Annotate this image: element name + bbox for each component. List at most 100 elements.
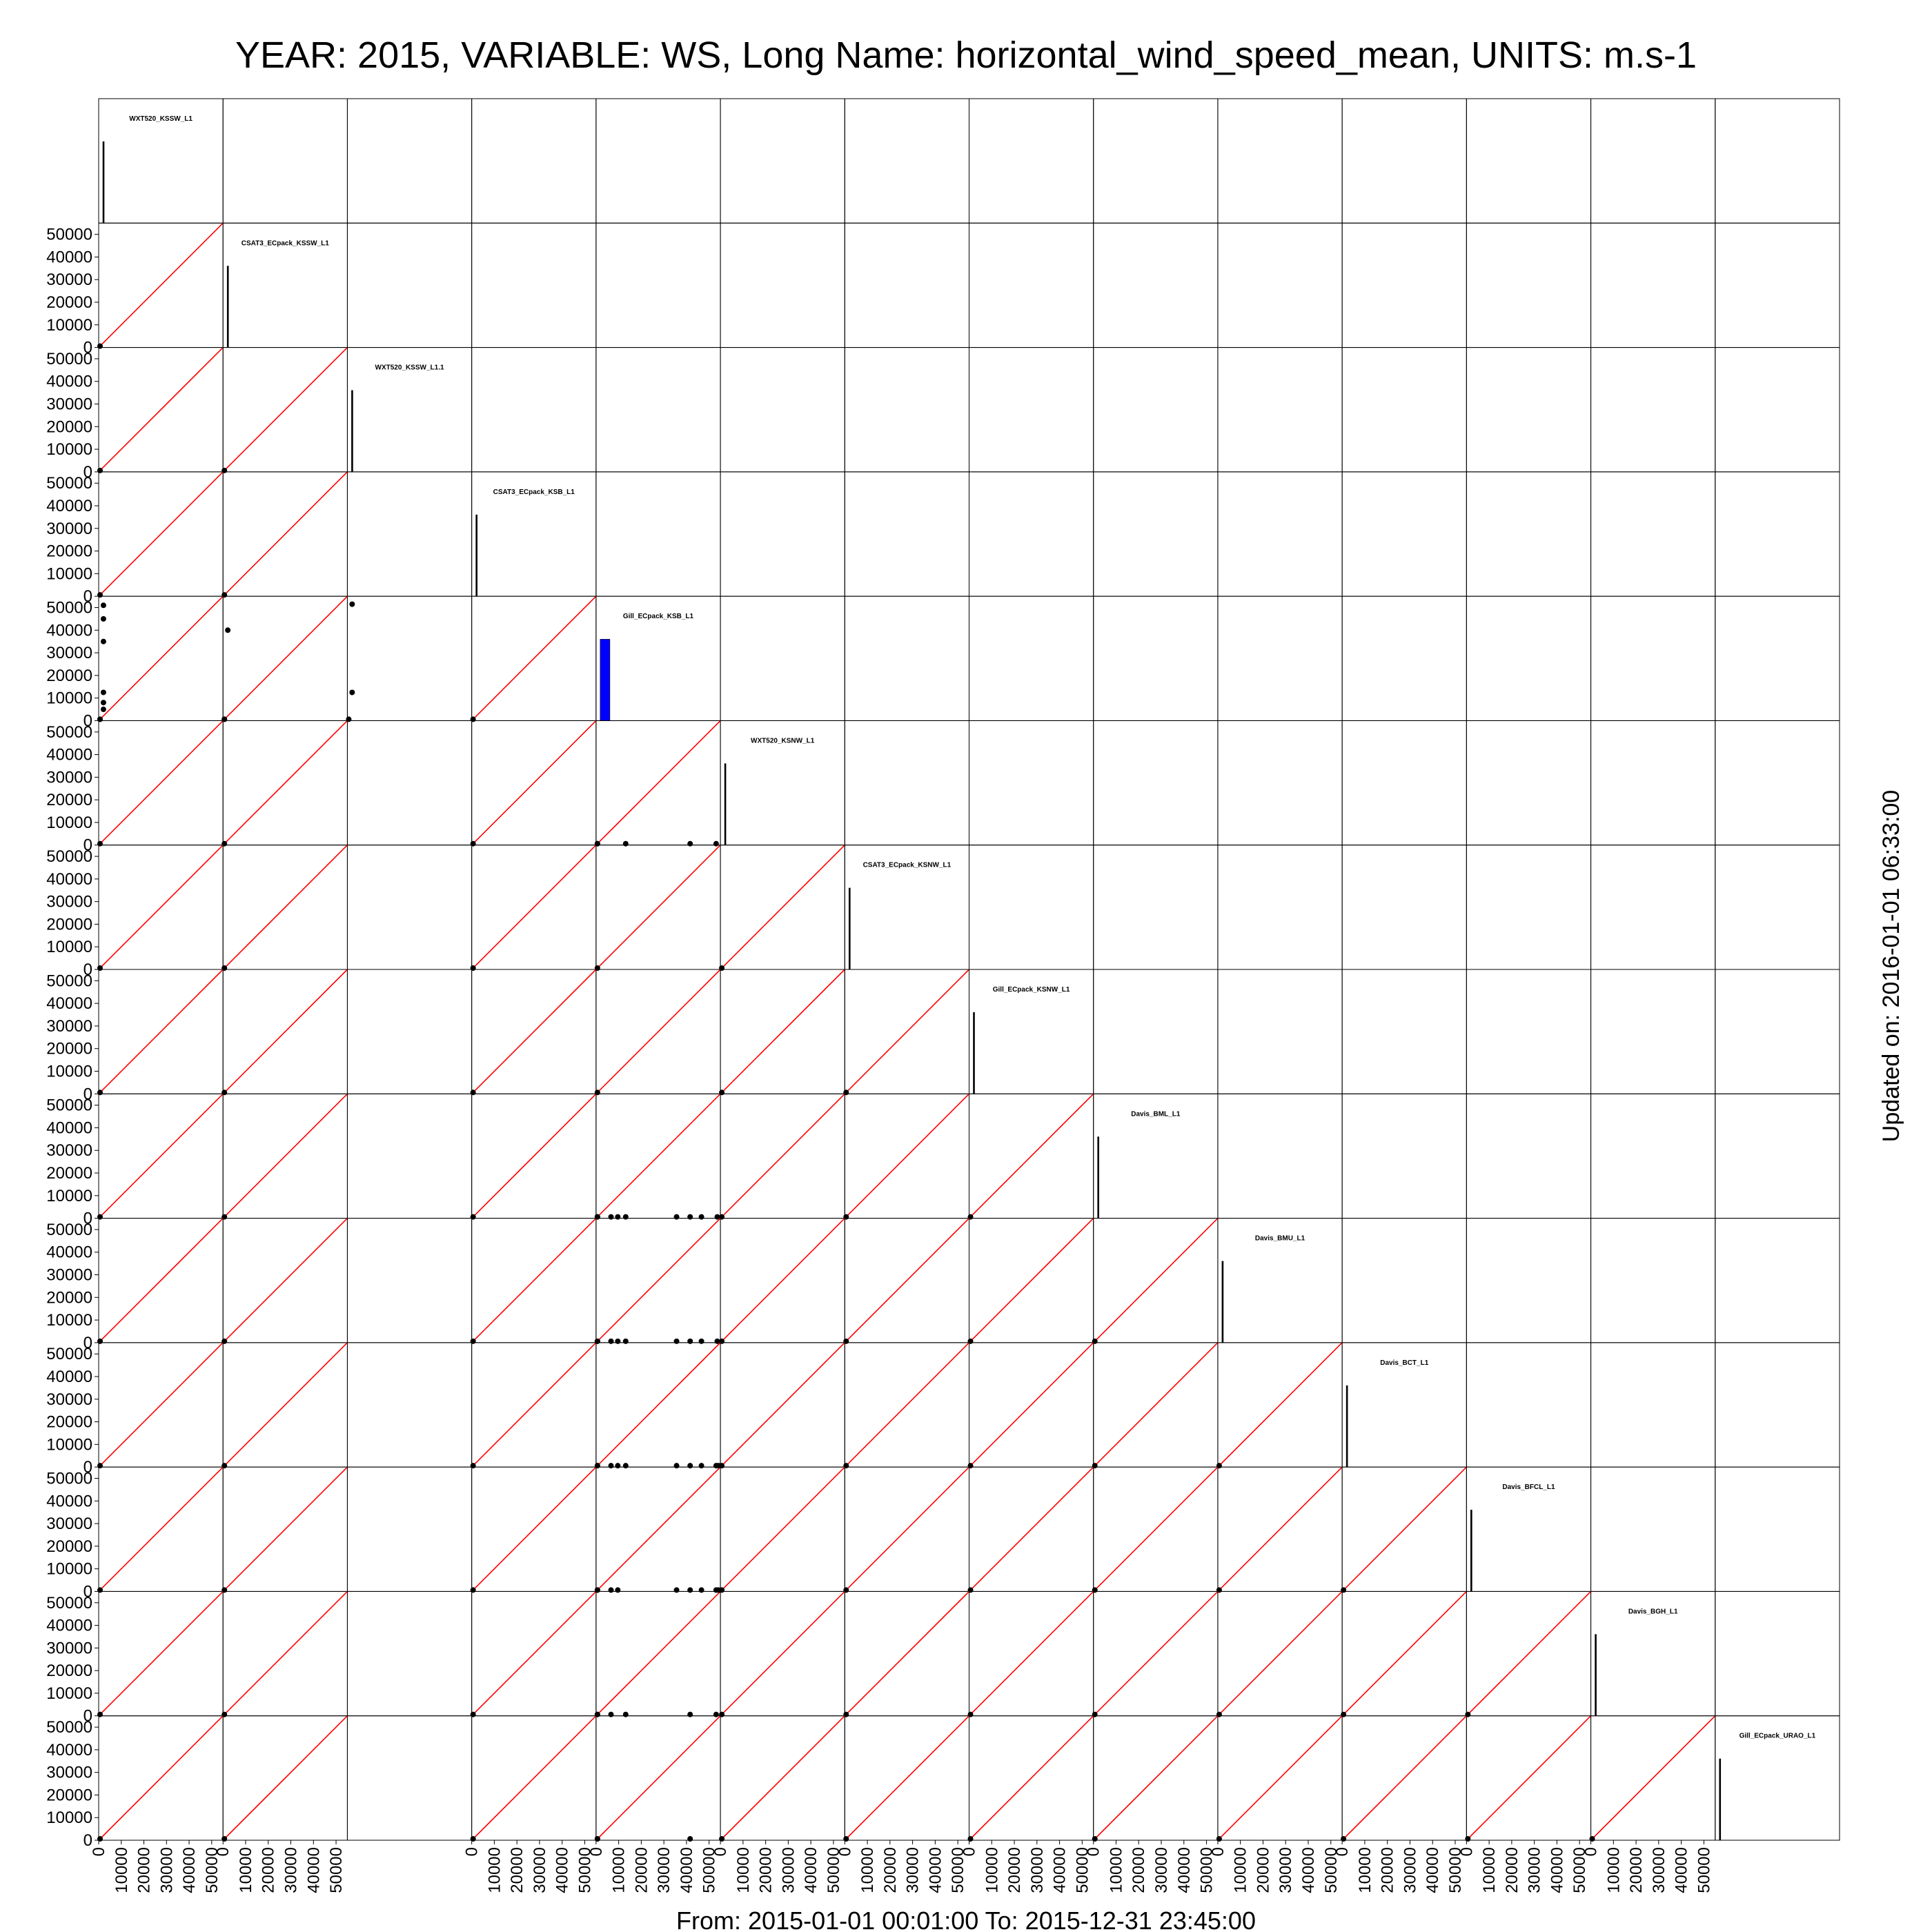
x-tick-label: 20000 <box>1503 1847 1521 1893</box>
data-point <box>594 840 600 847</box>
data-point <box>615 1338 621 1344</box>
data-point <box>97 1338 103 1344</box>
y-tick-label: 30000 <box>46 893 92 911</box>
data-point <box>100 638 106 644</box>
data-point <box>608 1711 614 1717</box>
x-tick-label: 20000 <box>1130 1847 1148 1893</box>
x-tick-label: 10000 <box>485 1847 504 1893</box>
panel-frame <box>1715 1715 1840 1841</box>
y-tick-label: 50000 <box>46 599 92 618</box>
y-tick-label: 30000 <box>46 768 92 787</box>
x-tick-label: 0 <box>214 1847 233 1856</box>
reference-line <box>844 1715 970 1841</box>
reference-line <box>222 1466 348 1592</box>
y-tick-label: 50000 <box>46 847 92 866</box>
y-tick-label: 40000 <box>46 1492 92 1510</box>
y-tick-label: 20000 <box>46 791 92 809</box>
data-point <box>622 1338 629 1344</box>
reference-line <box>222 1342 348 1468</box>
y-tick-label: 10000 <box>46 1063 92 1081</box>
reference-line <box>720 1715 845 1841</box>
data-point <box>100 689 106 696</box>
y-tick-label: 50000 <box>46 1345 92 1363</box>
reference-line <box>222 845 348 970</box>
x-tick-label: 50000 <box>949 1847 967 1893</box>
chart-title: YEAR: 2015, VARIABLE: WS, Long Name: hor… <box>235 34 1697 76</box>
x-tick-label: 30000 <box>282 1847 301 1893</box>
x-tick-label: 40000 <box>1673 1847 1691 1893</box>
histogram-bar <box>102 141 105 224</box>
reference-line <box>1466 1715 1592 1841</box>
x-tick-label: 10000 <box>858 1847 877 1893</box>
y-tick-label: 0 <box>83 960 92 979</box>
reference-line <box>720 1342 845 1468</box>
histogram-bar <box>1595 1634 1597 1717</box>
reference-line <box>595 845 721 970</box>
data-point <box>714 1338 720 1344</box>
reference-line <box>222 1715 348 1841</box>
x-tick-label: 30000 <box>1276 1847 1295 1893</box>
reference-line <box>98 1218 224 1343</box>
data-point <box>97 1463 103 1469</box>
reference-line <box>1341 1466 1467 1592</box>
panel-variable-label: CSAT3_ECpack_KSB_L1 <box>493 489 575 496</box>
x-tick-label: 50000 <box>1570 1847 1589 1893</box>
reference-line <box>98 969 224 1094</box>
x-tick-label: 10000 <box>1232 1847 1250 1893</box>
x-tick-label: 0 <box>960 1847 979 1856</box>
y-tick-label: 10000 <box>46 1684 92 1703</box>
histogram-bar <box>1470 1510 1472 1592</box>
data-point <box>470 1711 476 1717</box>
y-tick-label: 50000 <box>46 226 92 244</box>
data-point <box>1216 1836 1222 1842</box>
y-tick-label: 40000 <box>46 373 92 391</box>
y-tick-label: 30000 <box>46 1390 92 1409</box>
y-tick-label: 50000 <box>46 1594 92 1613</box>
x-tick-label: 40000 <box>553 1847 572 1893</box>
y-tick-label: 40000 <box>46 248 92 266</box>
data-point <box>698 1338 704 1344</box>
reference-line <box>720 969 845 1094</box>
y-tick-label: 0 <box>83 1458 92 1477</box>
data-point <box>594 1338 600 1344</box>
x-tick-label: 50000 <box>1073 1847 1092 1893</box>
data-point <box>470 716 476 722</box>
data-point <box>225 627 231 633</box>
y-tick-label: 40000 <box>46 621 92 640</box>
reference-line <box>1093 1590 1219 1717</box>
x-tick-label: 50000 <box>700 1847 719 1893</box>
histogram-bar <box>724 763 727 846</box>
y-tick-label: 0 <box>83 1831 92 1850</box>
reference-line <box>844 1093 970 1219</box>
data-point <box>1465 1836 1471 1842</box>
panel-variable-label: Davis_BMU_L1 <box>1255 1235 1305 1243</box>
reference-line <box>968 1342 1094 1468</box>
histogram-bar <box>1221 1261 1224 1343</box>
reference-line <box>471 720 597 846</box>
x-tick-label: 20000 <box>1005 1847 1024 1893</box>
data-point <box>470 1587 476 1593</box>
x-tick-label: 50000 <box>1446 1847 1465 1893</box>
y-tick-label: 50000 <box>46 1718 92 1737</box>
reference-line <box>98 845 224 970</box>
x-tick-label: 0 <box>463 1847 482 1856</box>
reference-line <box>720 845 845 970</box>
histogram-bar <box>475 514 477 597</box>
data-point <box>713 840 719 847</box>
x-tick-label: 20000 <box>508 1847 526 1893</box>
data-point <box>719 1836 725 1842</box>
data-point <box>698 1214 704 1220</box>
data-point <box>687 1214 693 1220</box>
x-tick-label: 50000 <box>825 1847 843 1893</box>
data-point <box>698 1463 704 1469</box>
reference-line <box>720 1590 845 1717</box>
y-tick-label: 40000 <box>46 1243 92 1262</box>
x-tick-label: 20000 <box>1254 1847 1272 1893</box>
histogram-bar <box>600 639 611 721</box>
y-tick-label: 10000 <box>46 814 92 832</box>
data-point <box>349 601 355 607</box>
data-point <box>622 840 629 847</box>
x-tick-label: 0 <box>1582 1847 1601 1856</box>
x-tick-label: 40000 <box>926 1847 945 1893</box>
data-point <box>470 965 476 971</box>
